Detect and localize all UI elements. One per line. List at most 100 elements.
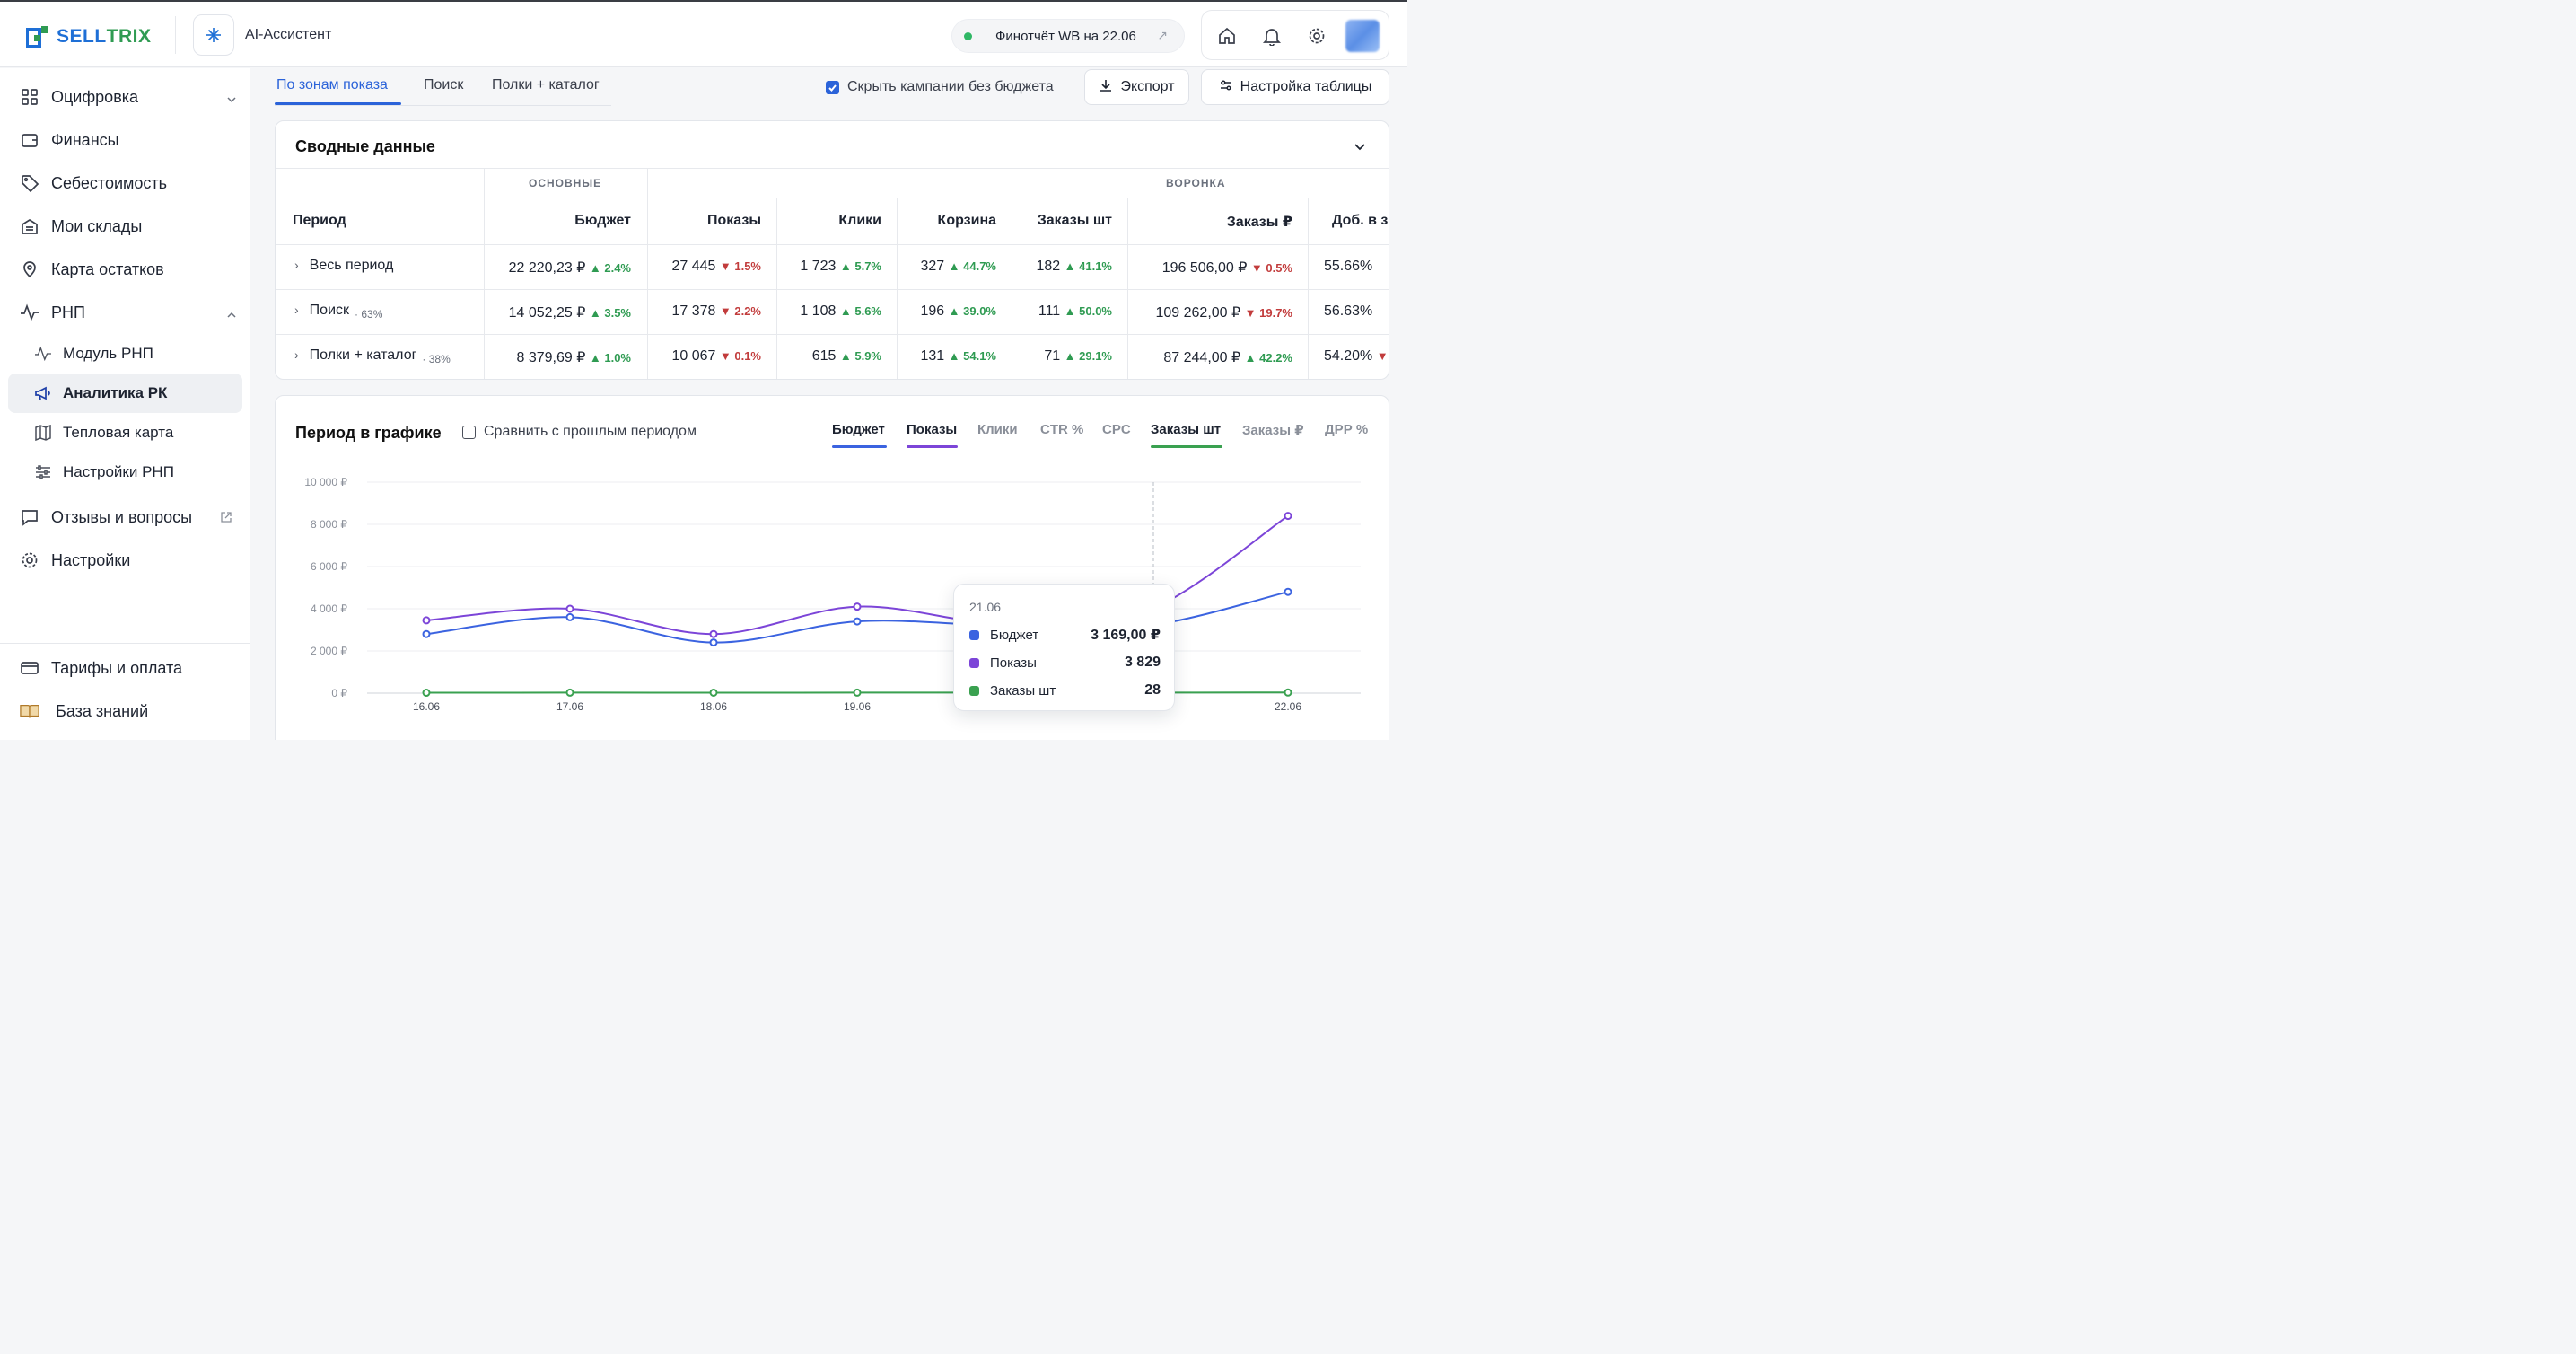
table-row-label[interactable]: › Весь период	[294, 258, 394, 273]
gear-icon[interactable]	[1304, 23, 1329, 48]
sidebar-item-label: Модуль РНП	[63, 345, 153, 362]
chevron-down-icon[interactable]	[1353, 139, 1367, 158]
divider	[897, 198, 898, 379]
checkbox-checked[interactable]	[826, 80, 839, 94]
tab-search[interactable]: Поиск	[424, 77, 464, 92]
x-tick-label: 16.06	[413, 700, 440, 713]
sidebar-item-stock-map[interactable]: Карта остатков	[20, 256, 164, 283]
chevron-right-icon[interactable]: ›	[294, 303, 299, 317]
col-header-cart[interactable]: Корзина	[937, 213, 996, 228]
table-row-label[interactable]: › Полки + каталог · 38%	[294, 347, 451, 365]
line-chart[interactable]: 0 ₽ 2 000 ₽ 4 000 ₽ 6 000 ₽ 8 000 ₽ 10 000 ₽ 1…	[275, 467, 1389, 740]
summary-card: Сводные данные ОСНОВНЫЕ ВОРОНКА Период Б…	[275, 120, 1389, 380]
sidebar-item-reviews[interactable]: Отзывы и вопросы	[20, 504, 232, 531]
sidebar-subitem-heatmap[interactable]: Тепловая карта	[34, 419, 173, 446]
sidebar-item-warehouses[interactable]: Мои склады	[20, 213, 142, 240]
col-header-impressions[interactable]: Показы	[707, 213, 761, 228]
data-point	[1284, 587, 1292, 596]
avatar[interactable]	[1345, 20, 1380, 52]
table-cell: 56.63%	[1324, 303, 1373, 319]
active-tab-indicator	[275, 102, 401, 105]
divider	[1127, 198, 1128, 379]
arrow-up-right-icon: ↗	[1157, 28, 1168, 42]
col-header-orders-rub[interactable]: Заказы ₽	[1226, 215, 1292, 230]
table-settings-button[interactable]: Настройка таблицы	[1201, 69, 1389, 105]
table-cell: 22 220,23 ₽ ▲ 2.4%	[508, 260, 631, 276]
sidebar-item-label: Оцифровка	[51, 87, 139, 106]
metric-tab-drr[interactable]: ДРР %	[1325, 422, 1369, 437]
sidebar-item-knowledge-base[interactable]: База знаний	[20, 698, 148, 725]
ai-assistant-label[interactable]: AI-Ассистент	[245, 27, 332, 42]
ai-assistant-button[interactable]	[193, 14, 234, 56]
table-cell: 196 ▲ 39.0%	[920, 303, 996, 319]
sidebar-item-label: Тепловая карта	[63, 424, 174, 441]
sidebar-item-billing[interactable]: Тарифы и оплата	[20, 655, 182, 681]
download-icon	[1099, 78, 1113, 97]
table-cell: 55.66%	[1324, 259, 1373, 274]
sidebar-item-digitization[interactable]: Оцифровка	[20, 84, 244, 110]
table-cell: 17 378 ▼ 2.2%	[671, 303, 761, 319]
report-status-pill[interactable]: Финотчёт WB на 22.06 ↗	[951, 19, 1185, 53]
summary-title: Сводные данные	[295, 137, 435, 155]
tab-shelves-catalog[interactable]: Полки + каталог	[492, 77, 600, 92]
table-cell: 131 ▲ 54.1%	[920, 348, 996, 364]
sidebar-item-cost[interactable]: Себестоимость	[20, 170, 167, 197]
sidebar-subitem-rnp-module[interactable]: Модуль РНП	[34, 340, 153, 367]
sidebar-item-label: Мои склады	[51, 216, 143, 235]
metric-tab-orders-qty[interactable]: Заказы шт	[1151, 422, 1222, 437]
col-header-add-to-cart[interactable]: Доб. в з	[1332, 213, 1389, 228]
sidebar-item-finance[interactable]: Финансы	[20, 127, 119, 154]
megaphone-icon	[34, 384, 52, 402]
chevron-right-icon[interactable]: ›	[294, 347, 299, 362]
sidebar-subitem-ad-analytics[interactable]: Аналитика РК	[34, 380, 167, 407]
sidebar-item-label: РНП	[51, 303, 85, 321]
table-cell: 54.20% ▼	[1324, 348, 1389, 364]
divider	[647, 168, 648, 379]
col-header-orders-qty[interactable]: Заказы шт	[1037, 213, 1112, 228]
bell-icon[interactable]	[1259, 23, 1284, 48]
warehouse-icon	[20, 216, 39, 236]
data-point	[853, 617, 862, 626]
metric-tab-impressions[interactable]: Показы	[907, 422, 958, 437]
legend-swatch	[969, 685, 979, 696]
grid-icon	[20, 87, 39, 107]
x-tick-label: 17.06	[556, 700, 583, 713]
data-point	[853, 688, 862, 697]
zone-tabs: По зонам показа Поиск Полки + каталог	[275, 68, 611, 106]
metric-tab-cpc[interactable]: CPC	[1102, 422, 1131, 437]
table-cell: 615 ▲ 5.9%	[811, 348, 881, 364]
table-row-label[interactable]: › Поиск · 63%	[294, 303, 383, 321]
sidebar-item-label: Аналитика РК	[63, 384, 168, 401]
sidebar-item-label: База знаний	[56, 701, 149, 720]
metric-tab-ctr[interactable]: CTR %	[1040, 422, 1084, 437]
checkbox-unchecked[interactable]	[462, 425, 476, 439]
sliders-icon	[1219, 78, 1233, 97]
location-pin-icon	[20, 259, 39, 279]
tab-by-zones[interactable]: По зонам показа	[276, 77, 388, 92]
col-header-clicks[interactable]: Клики	[838, 213, 881, 228]
data-point	[565, 612, 574, 621]
tooltip-row: Бюджет 3 169,00 ₽	[969, 625, 1161, 645]
compare-previous-toggle[interactable]: Сравнить с прошлым периодом	[462, 424, 697, 440]
top-bar: SELLTRIX AI-Ассистент Финотчёт WB на 22.…	[0, 0, 1407, 67]
legend-swatch	[969, 657, 979, 668]
metric-tab-orders-rub[interactable]: Заказы ₽	[1242, 423, 1304, 438]
divider	[484, 168, 485, 379]
sidebar-item-settings[interactable]: Настройки	[20, 547, 130, 574]
export-button[interactable]: Экспорт	[1084, 69, 1189, 105]
y-tick-label: 6 000 ₽	[311, 560, 347, 573]
home-icon[interactable]	[1214, 23, 1240, 48]
sidebar-item-rnp[interactable]: РНП	[20, 299, 244, 326]
metric-tab-budget[interactable]: Бюджет	[832, 422, 885, 437]
chevron-right-icon[interactable]: ›	[294, 258, 299, 272]
chart-tooltip: 21.06 Бюджет 3 169,00 ₽ Показы 3 829 Зак…	[953, 584, 1175, 711]
col-header-period[interactable]: Период	[293, 213, 346, 228]
col-header-budget[interactable]: Бюджет	[574, 213, 631, 228]
sidebar-subitem-rnp-settings[interactable]: Настройки РНП	[34, 459, 174, 486]
hide-no-budget-toggle[interactable]: Скрыть кампании без бюджета	[826, 79, 1054, 95]
metric-tab-clicks[interactable]: Клики	[977, 422, 1018, 437]
card-icon	[20, 658, 39, 678]
sidebar-item-label: Настройки РНП	[63, 463, 174, 480]
logo[interactable]: SELLTRIX	[26, 23, 152, 50]
compare-previous-label: Сравнить с прошлым периодом	[484, 424, 697, 439]
